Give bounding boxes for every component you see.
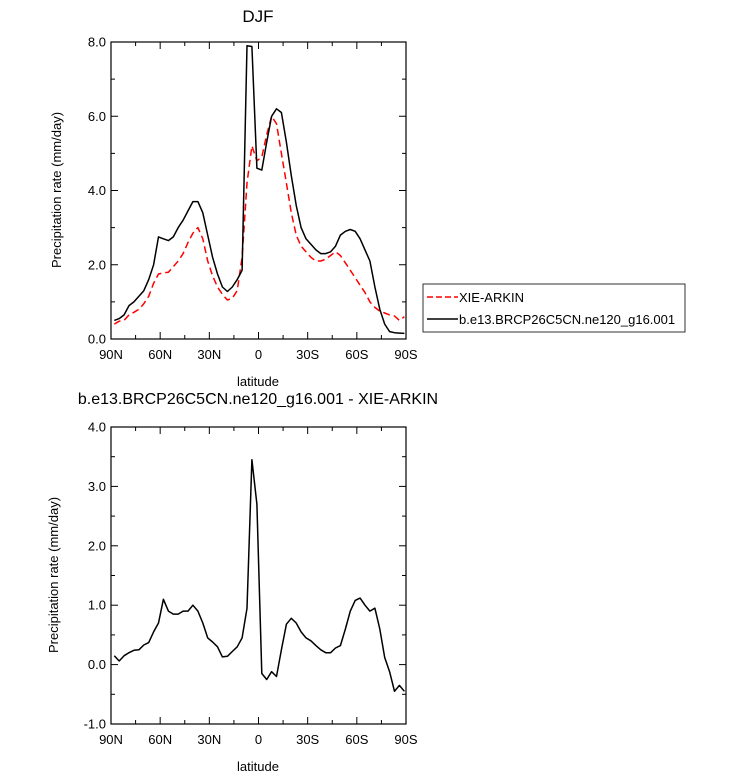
chart-bottom-difference: b.e13.BRCP26C5CN.ne120_g16.001 - XIE-ARK… [46,391,438,774]
legend-label-xie-arkin: XIE-ARKIN [459,290,524,305]
y-tick-label: 2.0 [88,257,106,272]
x-tick-label: 90N [99,347,123,362]
y-tick-label: 8.0 [88,35,106,50]
series-line-0-1 [114,44,405,335]
y-tick-label: 1.0 [88,598,106,613]
series-line-0-0 [113,115,405,325]
x-tick-label: 30S [296,347,319,362]
x-tick-label: 60S [345,732,368,747]
y-axis-bottom: -1.0 0.0 1.0 2.0 3.0 4.0 [84,420,406,732]
chart-title-bottom: b.e13.BRCP26C5CN.ne120_g16.001 - XIE-ARK… [78,391,438,408]
x-tick-label: 60S [345,347,368,362]
x-tick-label: 0 [255,347,262,362]
x-tick-label: 90N [99,732,123,747]
x-tick-label: 60N [148,347,172,362]
y-tick-label: 3.0 [88,479,106,494]
y-tick-label: 2.0 [88,538,106,553]
series-lines-bottom [113,458,405,693]
y-tick-label: 0.0 [88,657,106,672]
legend: XIE-ARKIN b.e13.BRCP26C5CN.ne120_g16.001 [422,283,686,333]
chart-top-djf: DJF 0.02.04.06.08.0 90N 60N 30N 0 30S 60S 90S … [49,7,686,389]
series-lines-top [113,44,405,335]
y-axis-label-bottom: Precipitation rate (mm/day) [46,497,61,653]
y-axis-label-top: Precipitation rate (mm/day) [49,112,64,268]
chart-title-top: DJF [242,7,273,26]
x-axis-label-bottom: latitude [237,759,279,774]
x-tick-label: 90S [394,732,417,747]
x-tick-label: 30N [197,347,221,362]
x-tick-label: 30S [296,732,319,747]
y-tick-label: 4.0 [88,420,106,435]
x-tick-label: 30N [197,732,221,747]
y-tick-label: 6.0 [88,109,106,124]
legend-label-model: b.e13.BRCP26C5CN.ne120_g16.001 [459,312,675,327]
x-axis-label-top: latitude [237,374,279,389]
y-tick-label: 4.0 [88,183,106,198]
y-axis-top: 0.0 2.0 4.0 6.0 8.0 [88,35,406,347]
legend-box [422,283,686,333]
x-tick-label: 90S [394,347,417,362]
series-line-1-0 [113,458,405,693]
y-tick-label: 0.0 [88,332,106,347]
y-tick-label: -1.0 [84,717,106,732]
x-tick-label: 0 [255,732,262,747]
x-tick-label: 60N [148,732,172,747]
x-axis-bottom: 90N 60N 30N 0 30S 60S 90S [99,427,418,747]
x-axis-top: 90N 60N 30N 0 30S 60S 90S [99,42,418,362]
